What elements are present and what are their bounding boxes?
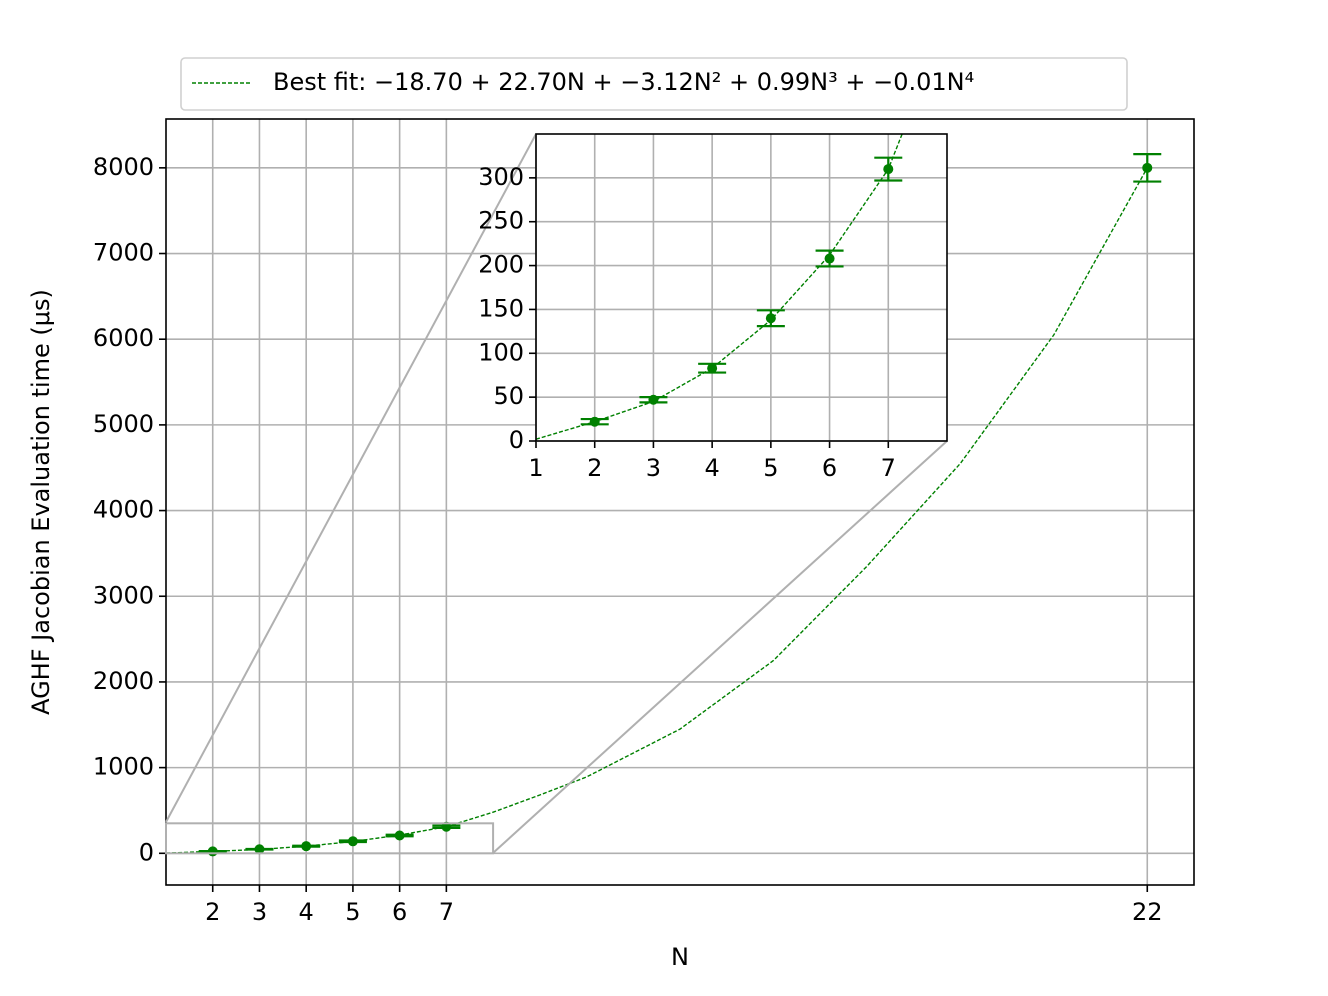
x-tick-label: 6 — [822, 454, 837, 482]
data-point — [589, 416, 600, 427]
x-tick-label: 7 — [439, 898, 454, 926]
axes-frame — [165, 118, 1195, 886]
x-tick-label: 4 — [705, 454, 720, 482]
data-point — [883, 164, 894, 175]
x-tick-label: 4 — [299, 898, 314, 926]
y-tick-label: 50 — [493, 382, 524, 410]
zoom-connector — [492, 440, 948, 854]
y-tick-label: 200 — [478, 251, 524, 279]
y-tick-label: 1000 — [93, 753, 154, 781]
y-tick-label: 3000 — [93, 581, 154, 609]
x-tick-label: 3 — [252, 898, 267, 926]
plot-content — [536, 134, 903, 440]
data-point — [207, 846, 218, 857]
legend — [180, 57, 1128, 111]
legend-label: Best fit: −18.70 + 22.70N + −3.12N² + 0.… — [273, 68, 974, 96]
data-point — [394, 830, 405, 841]
y-tick-label: 300 — [478, 163, 524, 191]
data-point — [347, 836, 358, 847]
y-tick-label: 8000 — [93, 153, 154, 181]
plot-area — [536, 134, 947, 441]
x-axis-label: N — [671, 943, 689, 971]
y-tick-label: 2000 — [93, 667, 154, 695]
data-point — [254, 844, 265, 855]
x-tick-label: 1 — [528, 454, 543, 482]
x-tick-label: 5 — [763, 454, 778, 482]
data-point — [707, 363, 718, 374]
x-tick-label: 3 — [646, 454, 661, 482]
y-tick-label: 4000 — [93, 496, 154, 524]
data-point — [1142, 162, 1153, 173]
data-point — [765, 313, 776, 324]
y-tick-label: 7000 — [93, 239, 154, 267]
x-tick-label: 5 — [345, 898, 360, 926]
y-axis-label: AGHF Jacobian Evaluation time (μs) — [27, 289, 55, 715]
y-tick-label: 100 — [478, 338, 524, 366]
y-tick-label: 6000 — [93, 324, 154, 352]
y-tick-label: 250 — [478, 207, 524, 235]
zoom-box — [165, 822, 495, 855]
axes-frame — [535, 133, 948, 442]
x-tick-label: 22 — [1132, 898, 1163, 926]
y-tick-label: 150 — [478, 294, 524, 322]
y-tick-label: 5000 — [93, 410, 154, 438]
data-point — [648, 394, 659, 405]
inset-axes: 1 2 3 4 5 6 7 0 50 100 150 200 250 300 — [478, 133, 948, 482]
x-tick-label: 2 — [587, 454, 602, 482]
x-tick-label: 2 — [205, 898, 220, 926]
fit-line — [166, 167, 1148, 854]
x-tick-label: 7 — [881, 454, 896, 482]
x-tick-label: 6 — [392, 898, 407, 926]
data-point — [301, 841, 312, 852]
y-tick-label: 0 — [509, 426, 524, 454]
zoom-connector — [165, 133, 537, 823]
data-point — [824, 253, 835, 264]
fit-line — [536, 134, 903, 440]
y-tick-label: 0 — [139, 838, 154, 866]
